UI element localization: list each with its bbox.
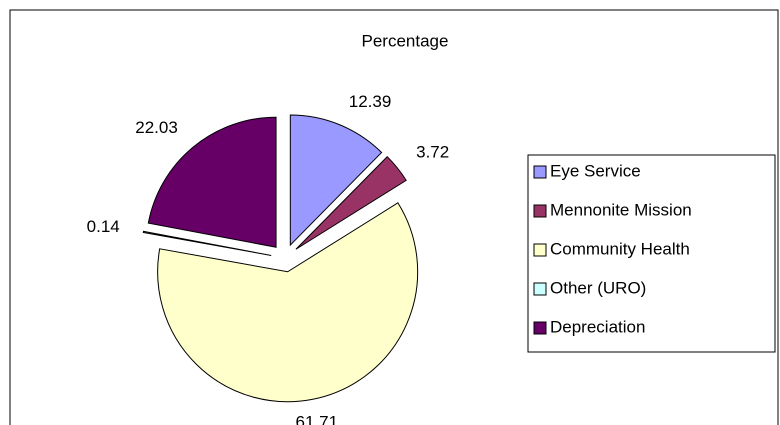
chart-title: Percentage (362, 31, 449, 50)
legend-swatch (533, 243, 547, 257)
legend-label: Depreciation (550, 317, 645, 336)
data-label: 0.14 (87, 217, 120, 236)
pie-slice (289, 114, 383, 247)
legend-label: Other (URO) (550, 278, 646, 297)
legend-swatch (533, 282, 547, 296)
data-label: 12.39 (349, 92, 392, 111)
legend-label: Eye Service (550, 161, 641, 180)
legend-swatch (533, 165, 547, 179)
pie-slice (147, 116, 277, 248)
data-label: 22.03 (135, 118, 178, 137)
pie-slice (142, 230, 272, 256)
legend-label: Community Health (550, 239, 690, 258)
legend-swatch (533, 321, 547, 335)
data-label: 3.72 (416, 142, 449, 161)
legend-box (527, 154, 776, 353)
data-label: 61.71 (296, 412, 339, 425)
pie-slice (157, 202, 419, 403)
legend-swatch (533, 204, 547, 218)
legend-label: Mennonite Mission (550, 200, 692, 219)
chart-frame (9, 9, 779, 425)
pie-slice (295, 155, 407, 250)
